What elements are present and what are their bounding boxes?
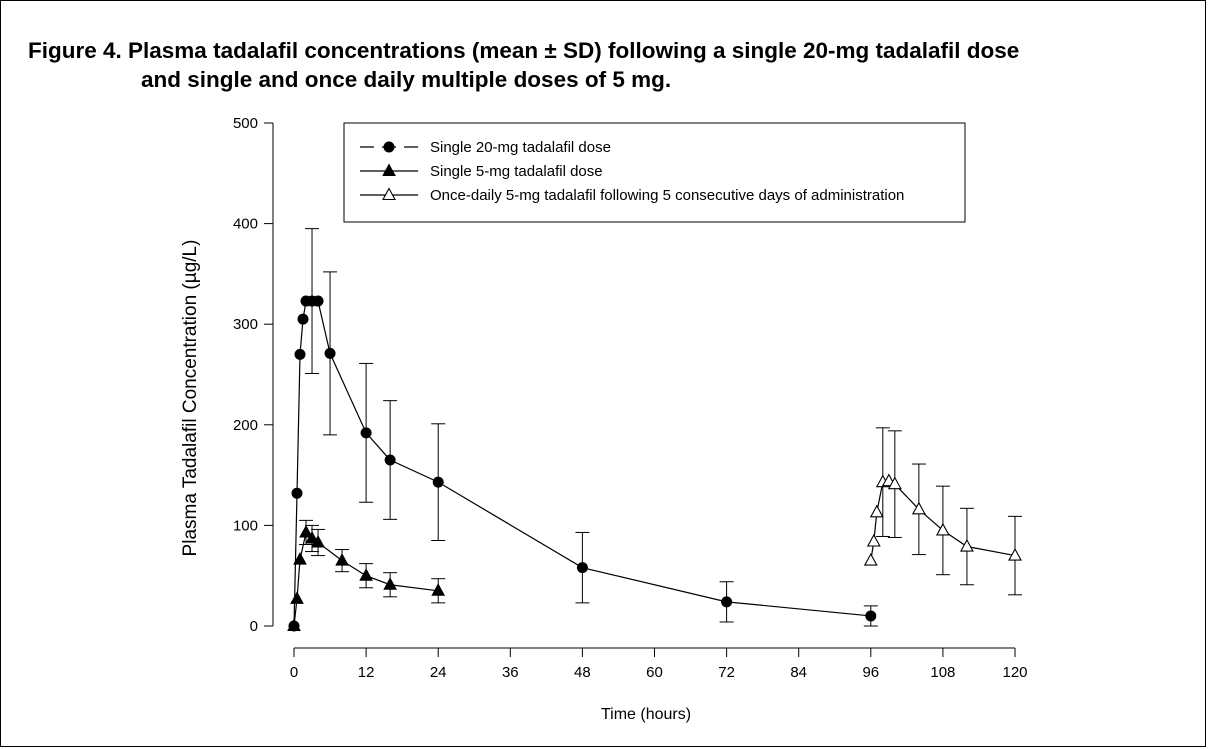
y-tick-label: 0 — [250, 618, 258, 635]
x-tick-label: 48 — [574, 664, 591, 681]
x-tick-label: 72 — [718, 664, 735, 681]
y-tick-label: 300 — [233, 316, 258, 333]
x-tick-label: 96 — [862, 664, 879, 681]
data-point — [911, 501, 926, 515]
data-point — [863, 552, 878, 566]
x-tick-label: 0 — [290, 664, 298, 681]
data-point — [305, 530, 319, 544]
legend-label: Single 5-mg tadalafil dose — [430, 163, 603, 180]
data-point — [290, 591, 304, 604]
y-tick-label: 100 — [233, 517, 258, 534]
x-tick-label: 12 — [358, 664, 375, 681]
data-point — [360, 427, 372, 439]
data-point — [335, 553, 349, 566]
data-point — [869, 504, 884, 518]
data-point — [865, 610, 877, 622]
data-point — [311, 534, 325, 548]
data-point — [312, 295, 324, 307]
legend-label: Once-daily 5-mg tadalafil following 5 co… — [430, 187, 904, 204]
y-tick-label: 200 — [233, 417, 258, 434]
data-point — [297, 313, 309, 325]
legend-label: Single 20-mg tadalafil dose — [430, 139, 611, 156]
x-tick-label: 24 — [430, 664, 447, 681]
figure-title: Figure 4. Plasma tadalafil concentration… — [28, 36, 1198, 94]
data-point — [576, 562, 588, 574]
legend-marker — [382, 187, 396, 201]
axes: 0 100 200 300 400 500 0 12 24 36 48 60 72 84 96 108 120 — [233, 115, 1028, 681]
data-point — [293, 552, 307, 565]
data-point — [299, 524, 313, 538]
y-tick-label: 400 — [233, 216, 258, 233]
data-point — [866, 533, 881, 547]
figure-title-line1: Figure 4. Plasma tadalafil concentration… — [28, 38, 1020, 63]
x-tick-label: 120 — [1002, 664, 1027, 681]
data-point — [960, 538, 974, 552]
x-axis-label: Time (hours) — [601, 706, 691, 723]
data-point — [324, 347, 336, 359]
legend-box — [343, 122, 966, 223]
data-point — [1008, 547, 1022, 561]
legend-entry-3: Once-daily 5-mg tadalafil following 5 co… — [360, 187, 904, 204]
legend: Single 20-mg tadalafil dose Single 5-mg t… — [343, 122, 966, 223]
data-point — [291, 487, 303, 499]
data-point — [359, 568, 373, 581]
y-tick-label: 500 — [233, 115, 258, 132]
figure-title-line2: and single and once daily multiple doses… — [141, 67, 672, 92]
series-1 — [288, 228, 878, 632]
x-tick-label: 108 — [930, 664, 955, 681]
series-2 — [287, 519, 446, 631]
legend-entry-1: Single 20-mg tadalafil dose — [360, 139, 611, 156]
data-point — [294, 348, 306, 360]
data-point — [287, 618, 301, 631]
legend-marker — [383, 141, 395, 153]
x-tick-label: 36 — [502, 664, 519, 681]
series-line — [293, 300, 871, 627]
data-point — [935, 522, 950, 536]
data-point — [432, 476, 444, 488]
x-tick-label: 60 — [646, 664, 663, 681]
legend-entry-2: Single 5-mg tadalafil dose — [360, 163, 603, 180]
y-axis-label: Plasma Tadalafil Concentration (µg/L) — [180, 240, 201, 557]
series-3 — [863, 427, 1022, 596]
data-point — [721, 596, 733, 608]
data-point — [384, 454, 396, 466]
data-point — [383, 577, 397, 590]
plot-area — [287, 228, 1022, 632]
data-point — [887, 476, 902, 490]
x-tick-label: 84 — [790, 664, 807, 681]
data-point — [431, 583, 446, 596]
legend-marker — [382, 163, 396, 176]
